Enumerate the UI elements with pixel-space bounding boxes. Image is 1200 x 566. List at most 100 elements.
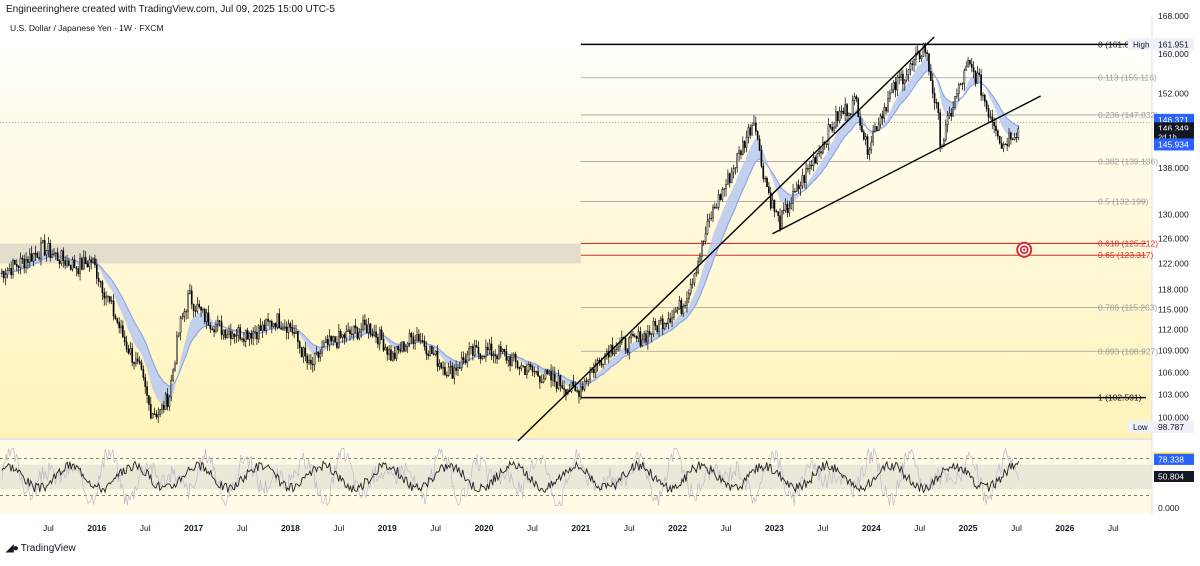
candle-body — [870, 141, 873, 151]
candle-body — [740, 150, 742, 155]
candle-body — [386, 347, 389, 355]
candle-body — [66, 260, 68, 266]
time-tick-label: 2016 — [87, 523, 106, 533]
candle-body — [980, 74, 982, 96]
candle-body — [27, 258, 29, 263]
candle-body — [140, 362, 143, 370]
candle-body — [69, 265, 72, 270]
tradingview-logo[interactable]: ◢● TradingView — [6, 543, 76, 554]
candle-body — [460, 357, 463, 369]
candle-body — [473, 345, 476, 356]
candle-body — [10, 268, 12, 276]
candle-body — [913, 59, 915, 65]
candle-body — [773, 199, 776, 212]
candle-body — [47, 243, 50, 251]
candle-body — [218, 320, 221, 323]
candle-body — [602, 364, 604, 366]
candle-body — [680, 300, 683, 314]
candle-body — [583, 380, 586, 390]
candle-body — [563, 387, 565, 390]
candle-body — [755, 122, 757, 132]
candle-body — [903, 79, 906, 85]
candle-body — [321, 346, 323, 354]
candle-body — [890, 89, 893, 94]
price-tick-label: 152.000 — [1158, 88, 1189, 98]
candle-body — [362, 319, 364, 330]
price-tick-label: 115.000 — [1158, 304, 1188, 314]
candle-body — [922, 43, 925, 57]
candle-body — [600, 360, 603, 366]
candle-body — [224, 329, 227, 339]
candle-body — [769, 192, 772, 209]
candle-body — [976, 72, 979, 84]
candle-body — [719, 194, 722, 200]
candle-body — [434, 350, 437, 355]
candle-body — [192, 303, 195, 311]
candle-body — [855, 96, 858, 100]
time-tick-label: 2024 — [862, 523, 881, 533]
oscillator-badge — [1154, 453, 1194, 465]
candle-body — [527, 364, 530, 372]
candle-body — [520, 365, 523, 369]
candle-body — [382, 338, 385, 351]
candle-body — [838, 110, 841, 122]
candle-body — [479, 353, 482, 359]
candle-body — [23, 258, 26, 268]
candle-body — [751, 124, 753, 136]
candle-body — [581, 386, 584, 390]
candle-body — [45, 250, 48, 256]
candle-body — [168, 396, 171, 407]
time-tick-label: 2020 — [475, 523, 494, 533]
candle-body — [196, 303, 199, 312]
candle-body — [831, 126, 833, 131]
candle-body — [75, 267, 78, 269]
candle-body — [418, 334, 420, 341]
candle-body — [896, 76, 899, 91]
candle-body — [451, 365, 454, 379]
candle-body — [790, 203, 793, 209]
candle-body — [427, 353, 429, 357]
candle-body — [743, 141, 746, 148]
candle-body — [688, 292, 690, 299]
candle-body — [211, 328, 214, 330]
candle-body — [148, 395, 150, 405]
candle-body — [704, 233, 707, 242]
candle-body — [861, 125, 863, 133]
candle-body — [226, 334, 228, 339]
candle-body — [632, 334, 634, 336]
candle-body — [58, 260, 61, 264]
candle-body — [179, 317, 182, 334]
tradingview-logo-text: TradingView — [20, 543, 76, 554]
candle-body — [483, 355, 485, 358]
candle-body — [207, 312, 210, 326]
symbol-title[interactable]: U.S. Dollar / Japanese Yen · 1W · FXCM — [10, 23, 164, 33]
candle-body — [88, 259, 91, 268]
candle-body — [203, 308, 206, 322]
candle-body — [537, 371, 539, 377]
candle-body — [1011, 138, 1014, 141]
candle-body — [715, 207, 718, 209]
candle-body — [539, 375, 541, 383]
candle-body — [816, 153, 819, 164]
candle-body — [758, 138, 761, 151]
candle-body — [254, 331, 256, 333]
candle-body — [639, 331, 642, 347]
candle-body — [654, 321, 657, 326]
candle-body — [509, 356, 511, 366]
candle-body — [544, 369, 547, 379]
candle-body — [414, 339, 416, 344]
candle-body — [295, 331, 297, 334]
candle-body — [332, 336, 335, 342]
candle-body — [313, 353, 316, 366]
candle-body — [14, 259, 16, 265]
candle-body — [164, 393, 167, 410]
candle-body — [931, 80, 934, 94]
time-tick-label: 2019 — [378, 523, 397, 533]
candle-body — [177, 332, 180, 337]
candle-body — [399, 349, 402, 352]
candle-body — [881, 115, 884, 119]
candle-body — [82, 257, 85, 270]
candle-body — [840, 110, 843, 113]
candle-body — [848, 113, 850, 117]
